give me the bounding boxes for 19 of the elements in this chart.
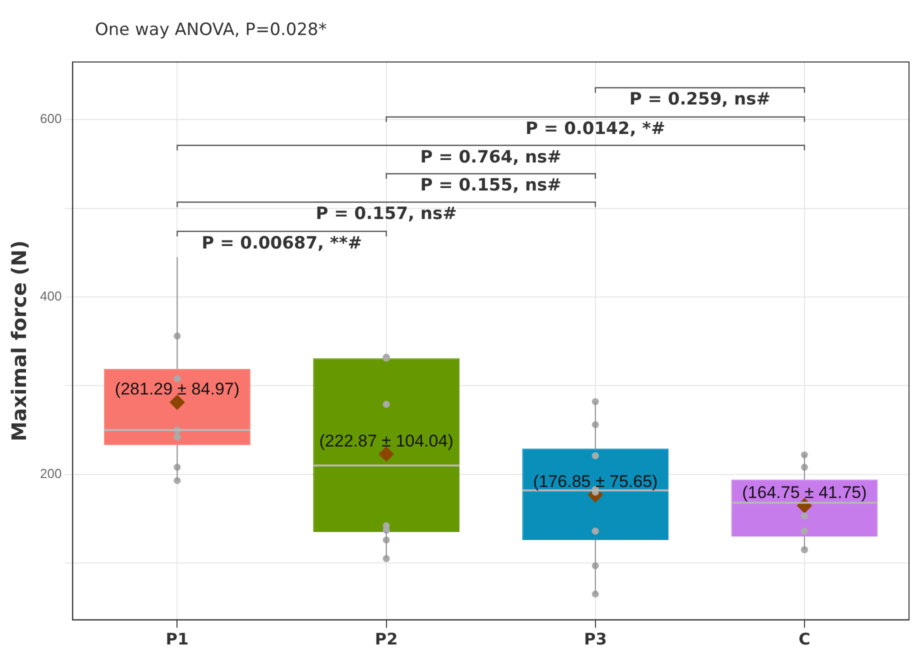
y-tick-label: 400 xyxy=(40,288,62,304)
annotation: P = 0.259, ns# xyxy=(629,90,770,110)
x-tick-label: P1 xyxy=(166,630,189,649)
y-axis-title: Maximal force (N) xyxy=(7,240,32,442)
chart-title: One way ANOVA, P=0.028* xyxy=(95,20,327,40)
annotation: (164.75 ± 41.75) xyxy=(742,482,867,502)
annotation: P = 0.764, ns# xyxy=(420,147,562,168)
annotation: P = 0.157, ns# xyxy=(316,204,457,224)
x-tick-label: P2 xyxy=(374,630,398,649)
annotation: P = 0.155, ns# xyxy=(420,176,562,196)
annotation: P = 0.0142, *# xyxy=(526,118,666,139)
y-tick-label: 200 xyxy=(40,466,62,481)
x-tick-label: C xyxy=(798,630,810,649)
y-tick-label: 600 xyxy=(40,111,62,126)
x-tick-label: P3 xyxy=(584,630,607,649)
annotation: (176.85 ± 75.65) xyxy=(533,472,658,492)
annotation: P = 0.00687, **# xyxy=(202,233,362,254)
annotation: (281.29 ± 84.97) xyxy=(114,379,240,398)
annotation: (222.87 ± 104.04) xyxy=(319,431,454,450)
